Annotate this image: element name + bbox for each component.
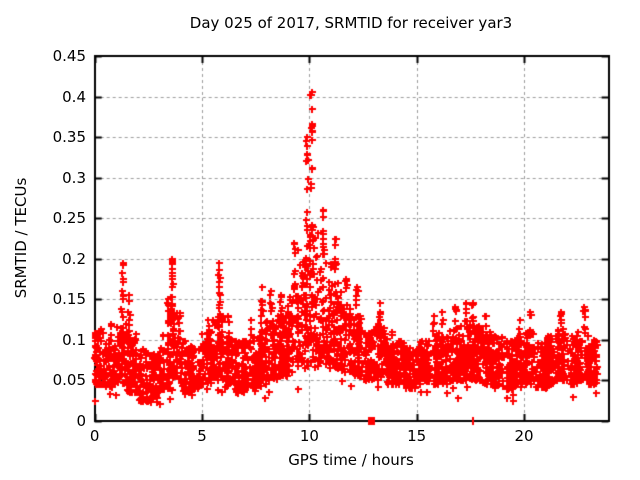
- y-tick-label: 0.25: [52, 209, 86, 228]
- y-tick-label: 0.2: [62, 249, 86, 268]
- y-tick-label: 0.15: [52, 290, 86, 309]
- y-tick-label: 0.45: [52, 47, 86, 65]
- y-tick-label: 0.4: [62, 87, 86, 106]
- y-axis-label: SRMTID / TECUs: [12, 177, 30, 299]
- chart-title: Day 025 of 2017, SRMTID for receiver yar…: [189, 14, 513, 32]
- y-tick-label: 0.1: [62, 330, 86, 349]
- y-tick-label: 0.3: [62, 168, 86, 187]
- y-tick-label: 0: [76, 412, 86, 430]
- x-tick-label: 5: [197, 427, 207, 445]
- y-tick-label: 0.35: [52, 128, 86, 147]
- x-tick-label: 15: [407, 427, 427, 445]
- x-tick-label: 10: [299, 427, 319, 445]
- y-tick-label: 0.05: [52, 371, 86, 390]
- x-tick-label: 20: [514, 427, 534, 445]
- x-axis-label: GPS time / hours: [288, 451, 414, 469]
- x-tick-label: 0: [89, 427, 100, 445]
